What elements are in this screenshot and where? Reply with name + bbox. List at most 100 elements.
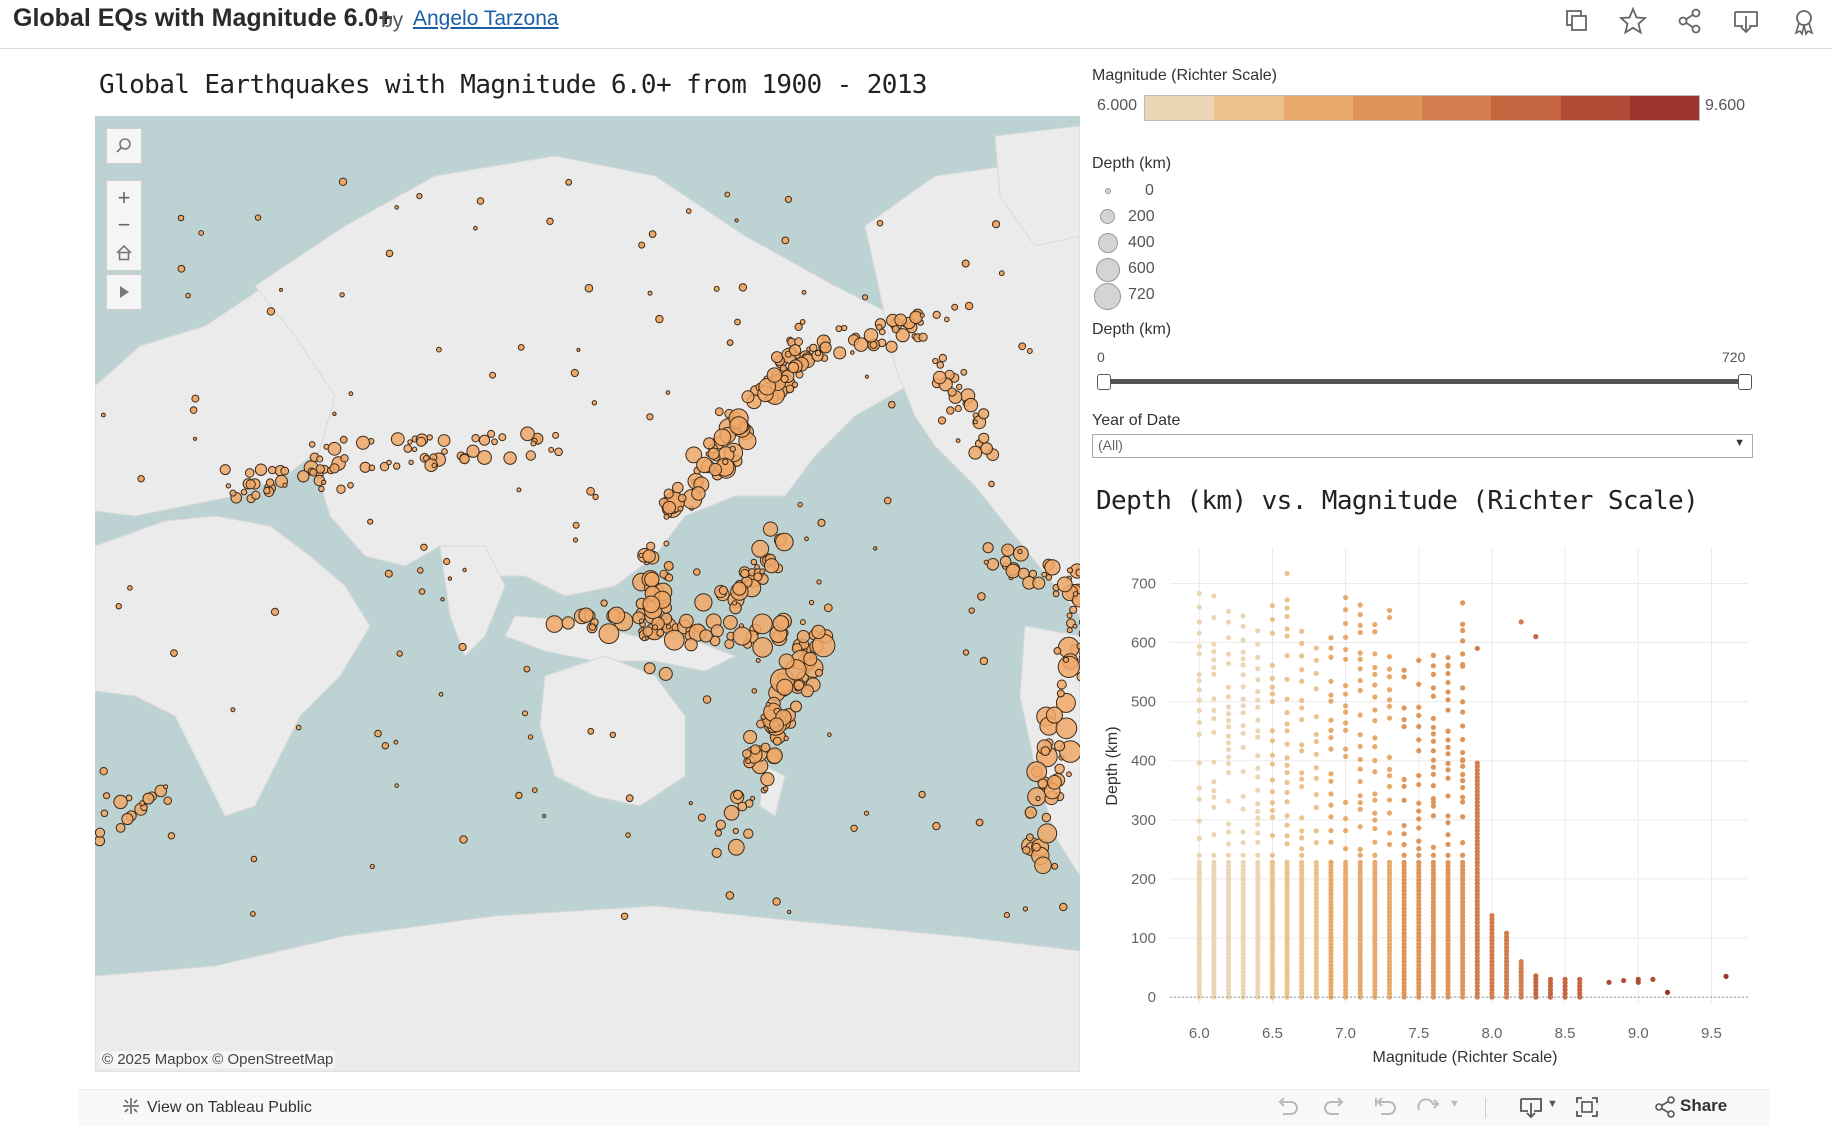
scatter-point[interactable]: [1328, 635, 1334, 641]
scatter-point[interactable]: [1372, 859, 1378, 865]
scatter-point[interactable]: [1328, 678, 1334, 684]
scatter-point[interactable]: [1357, 743, 1363, 749]
scatter-point[interactable]: [1284, 633, 1290, 639]
earthquake-marker[interactable]: [672, 481, 684, 494]
scatter-point[interactable]: [1269, 807, 1276, 814]
earthquake-marker[interactable]: [738, 283, 748, 292]
scatter-point[interactable]: [1284, 799, 1290, 805]
earthquake-marker[interactable]: [121, 812, 134, 826]
earthquake-marker[interactable]: [766, 747, 783, 764]
scatter-point[interactable]: [1196, 671, 1202, 678]
earthquake-marker[interactable]: [758, 377, 777, 396]
earthquake-marker[interactable]: [385, 249, 394, 258]
scatter-point[interactable]: [1372, 744, 1378, 750]
scatter-point[interactable]: [1460, 758, 1466, 764]
scatter-point[interactable]: [1255, 734, 1261, 740]
earthquake-marker[interactable]: [878, 328, 886, 336]
scatter-point[interactable]: [1313, 731, 1319, 737]
scatter-point[interactable]: [1211, 729, 1217, 735]
scatter-point[interactable]: [1342, 816, 1349, 822]
earthquake-marker[interactable]: [408, 459, 414, 465]
scatter-point[interactable]: [1299, 742, 1305, 748]
earthquake-marker[interactable]: [230, 707, 236, 713]
earthquake-marker[interactable]: [318, 485, 325, 493]
earthquake-marker[interactable]: [713, 428, 732, 447]
scatter-point[interactable]: [1284, 762, 1290, 768]
revert-icon[interactable]: [1371, 1094, 1399, 1120]
scatter-point[interactable]: [1386, 754, 1393, 761]
home-icon[interactable]: [106, 236, 142, 271]
earthquake-marker[interactable]: [864, 374, 870, 379]
scatter-point[interactable]: [1284, 710, 1290, 716]
earthquake-marker[interactable]: [280, 466, 290, 476]
earthquake-marker[interactable]: [315, 464, 325, 474]
earthquake-marker[interactable]: [1032, 576, 1046, 590]
scatter-point[interactable]: [1255, 641, 1261, 647]
earthquake-marker[interactable]: [1056, 576, 1073, 593]
scatter-point[interactable]: [1211, 788, 1217, 794]
earthquake-marker[interactable]: [578, 607, 594, 623]
year-dropdown[interactable]: (All) ▼: [1092, 434, 1753, 458]
scatter-point[interactable]: [1196, 760, 1202, 766]
scatter-point[interactable]: [1328, 827, 1334, 834]
scatter-point[interactable]: [1386, 830, 1393, 836]
scatter-point[interactable]: [1328, 814, 1334, 820]
earthquake-marker[interactable]: [779, 364, 787, 372]
scatter-point[interactable]: [1342, 859, 1349, 865]
earthquake-marker[interactable]: [750, 558, 758, 566]
earthquake-marker[interactable]: [960, 368, 968, 376]
scatter-point[interactable]: [1357, 846, 1363, 852]
earthquake-marker[interactable]: [982, 542, 994, 554]
earthquake-marker[interactable]: [919, 312, 925, 318]
earthquake-marker[interactable]: [797, 501, 803, 508]
earthquake-marker[interactable]: [816, 579, 822, 585]
scatter-point[interactable]: [1577, 976, 1583, 982]
scatter-point[interactable]: [1240, 768, 1246, 775]
earthquake-marker[interactable]: [520, 426, 535, 442]
scatter-point[interactable]: [1225, 740, 1232, 746]
earthquake-marker[interactable]: [1026, 761, 1048, 782]
scatter-point[interactable]: [1269, 788, 1276, 795]
earthquake-marker[interactable]: [1055, 692, 1076, 713]
scatter-point[interactable]: [1284, 570, 1290, 577]
scatter-point[interactable]: [1196, 687, 1202, 693]
scatter-point[interactable]: [1255, 728, 1261, 734]
earthquake-marker[interactable]: [466, 444, 480, 458]
earthquake-marker[interactable]: [459, 835, 468, 844]
scatter-point[interactable]: [1269, 738, 1276, 744]
scatter-point[interactable]: [1255, 801, 1261, 807]
scatter-point[interactable]: [1430, 799, 1436, 805]
scatter-point[interactable]: [1240, 793, 1246, 800]
redo-icon[interactable]: [1321, 1094, 1349, 1120]
earthquake-marker[interactable]: [791, 381, 799, 388]
scatter-point[interactable]: [1474, 645, 1480, 652]
scatter-point[interactable]: [1445, 841, 1451, 847]
earthquake-marker[interactable]: [751, 539, 770, 558]
earthquake-marker[interactable]: [542, 813, 547, 819]
play-icon[interactable]: [106, 274, 142, 310]
earthquake-marker[interactable]: [986, 558, 1000, 571]
scatter-point[interactable]: [1269, 832, 1276, 839]
earthquake-marker[interactable]: [607, 606, 626, 624]
scatter-point[interactable]: [1372, 817, 1378, 823]
scatter-point[interactable]: [1299, 835, 1305, 841]
earthquake-marker[interactable]: [327, 441, 342, 456]
earthquake-marker[interactable]: [918, 790, 926, 799]
scatter-point[interactable]: [1460, 859, 1466, 865]
scatter-point[interactable]: [1269, 728, 1276, 734]
scatter-point[interactable]: [1299, 846, 1305, 852]
scatter-point[interactable]: [1225, 704, 1232, 710]
earthquake-marker[interactable]: [403, 444, 413, 453]
earthquake-marker[interactable]: [393, 739, 399, 745]
scatter-point[interactable]: [1401, 717, 1407, 723]
earthquake-marker[interactable]: [447, 576, 453, 581]
scatter-point[interactable]: [1562, 976, 1568, 982]
earthquake-marker[interactable]: [732, 827, 739, 835]
scatter-point[interactable]: [1255, 765, 1261, 771]
earthquake-marker[interactable]: [702, 695, 712, 704]
earthquake-marker[interactable]: [638, 241, 646, 249]
earthquake-marker[interactable]: [801, 290, 807, 295]
scatter-point[interactable]: [1342, 746, 1349, 752]
scatter-point[interactable]: [1328, 727, 1334, 733]
scatter-point[interactable]: [1401, 723, 1407, 730]
